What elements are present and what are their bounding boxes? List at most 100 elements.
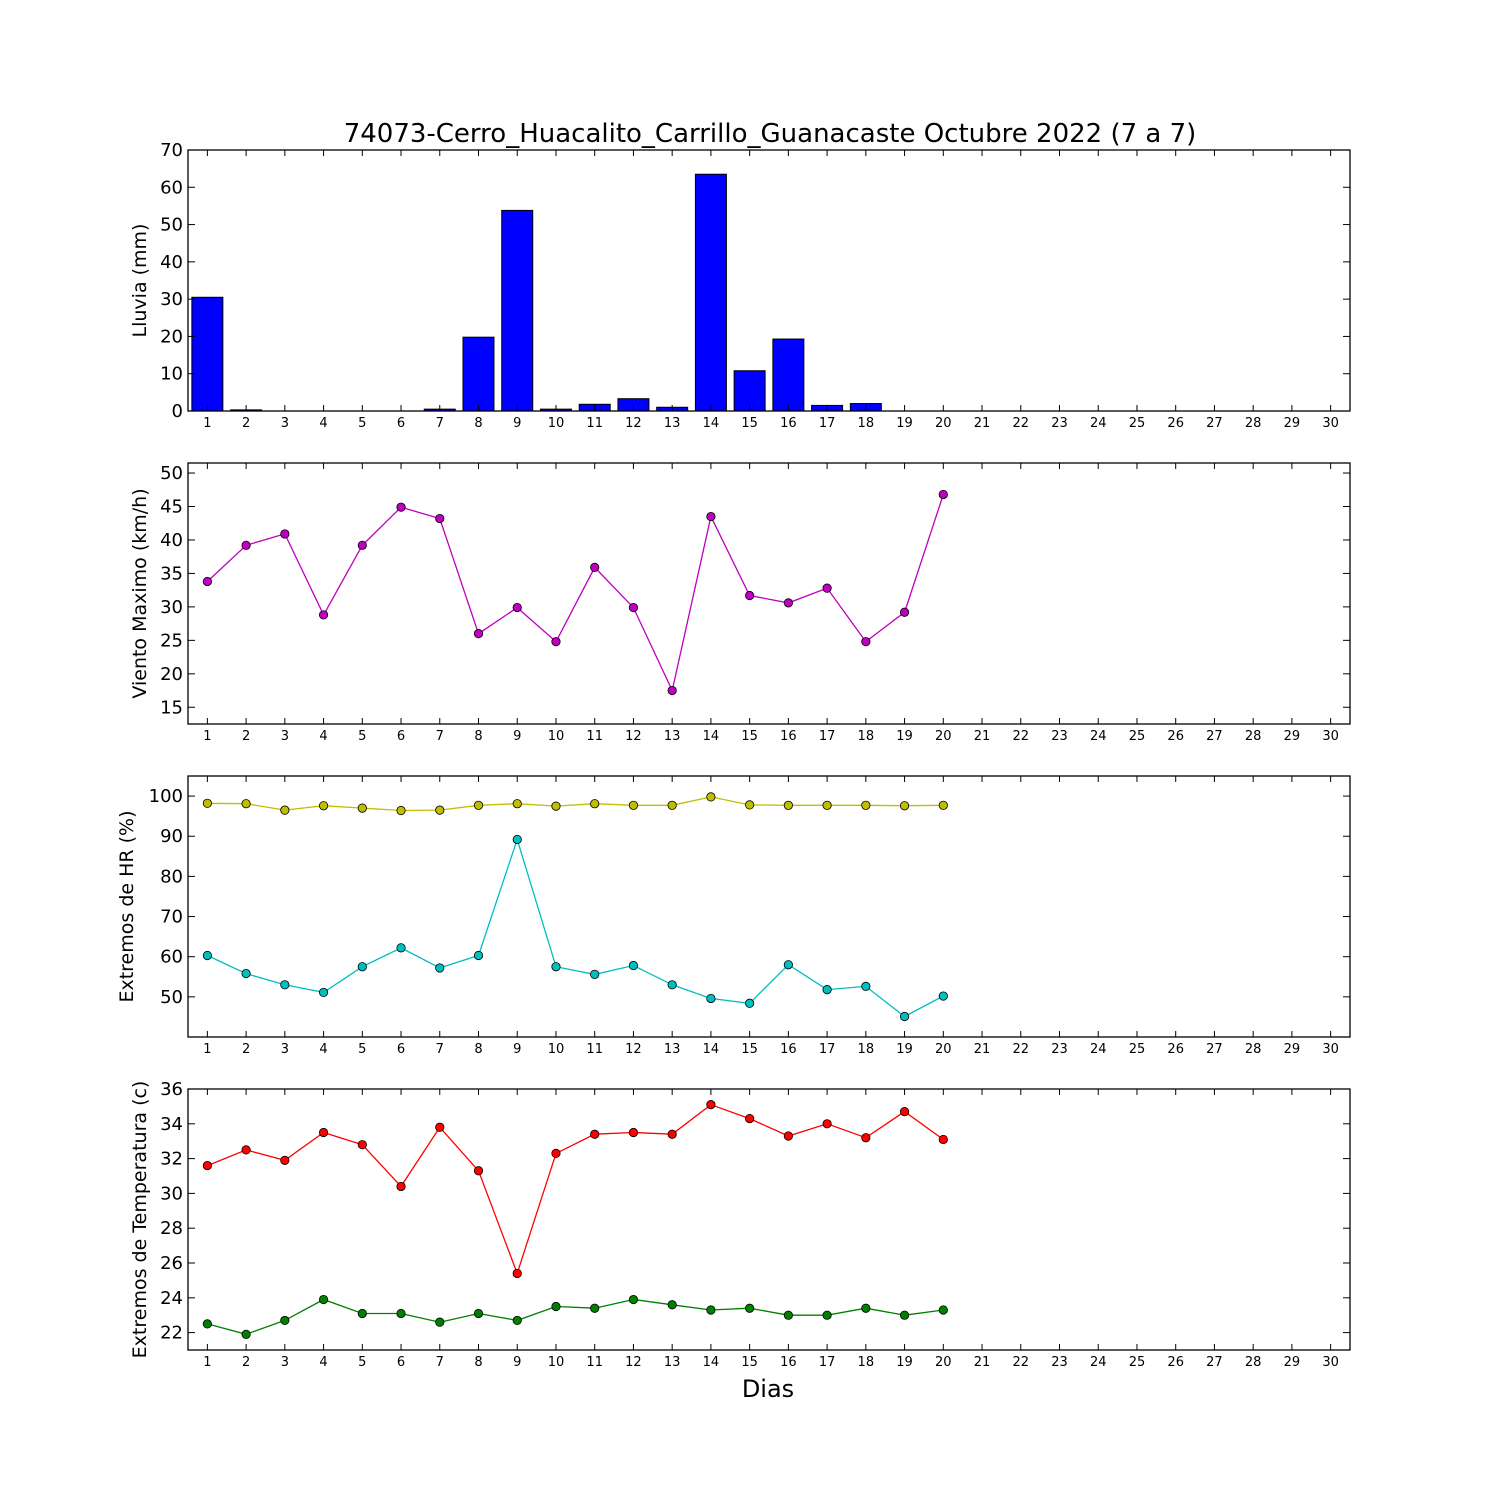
series-1-point-day-12	[628, 602, 639, 613]
x-tick-label: 11	[586, 1042, 603, 1057]
x-tick-label: 30	[1322, 416, 1339, 431]
y-tick-label: 32	[160, 1149, 183, 1170]
series-2-point-day-6	[396, 1308, 406, 1319]
subplot-1: 1 2 3 4 5 6 7 8 9 10 11 12 13 14 15 16 17 18 19 20 21 22 23 24 2…	[129, 140, 1351, 431]
series-1-point-day-13	[667, 800, 677, 810]
y-tick-label: 26	[160, 1253, 183, 1274]
x-tick-label: 2	[242, 1355, 250, 1370]
series-2-point-day-1	[202, 950, 212, 961]
series-2-point-day-12	[628, 1294, 639, 1305]
series-2-point-day-12	[628, 960, 639, 971]
series-1-point-day-20	[938, 1134, 948, 1145]
series-1-point-day-1	[202, 798, 212, 808]
x-tick-label: 16	[780, 1042, 797, 1057]
x-tick-label: 3	[281, 1042, 289, 1057]
x-tick-label: 28	[1245, 1355, 1262, 1370]
series-1-point-day-7	[435, 805, 445, 815]
series-2-line	[207, 1298, 944, 1335]
x-tick-label: 22	[1012, 1355, 1029, 1370]
bar-day-14	[694, 173, 727, 412]
x-tick-label: 10	[548, 1355, 565, 1370]
y-tick-label: 50	[160, 987, 183, 1008]
series-2-point-day-20	[938, 991, 948, 1001]
series-1-point-day-19	[899, 1107, 910, 1117]
x-tick-label: 7	[436, 1042, 444, 1057]
x-tick-label: 30	[1322, 1042, 1339, 1057]
series-2-point-day-5	[357, 962, 367, 972]
series-2-point-day-5	[357, 1308, 367, 1319]
series-1-point-day-15	[745, 800, 755, 810]
x-tick-label: 5	[358, 729, 366, 744]
x-tick-label: 9	[513, 729, 521, 744]
x-tick-label: 22	[1012, 1042, 1029, 1057]
series-2-point-day-10	[551, 962, 561, 972]
x-tick-label: 1	[203, 1355, 211, 1370]
x-tick-label: 26	[1167, 416, 1184, 431]
bar-day-9	[501, 209, 534, 412]
series-1-point-day-15	[745, 1113, 755, 1124]
series-1-point-day-2	[241, 540, 251, 550]
series-1-point-day-8	[473, 800, 484, 810]
y-tick-label: 15	[160, 697, 183, 718]
x-tick-label: 26	[1167, 1042, 1184, 1057]
x-tick-label: 28	[1245, 1042, 1262, 1057]
series-1-point-day-1	[202, 1160, 212, 1171]
series-1-point-day-15	[745, 590, 755, 601]
y-tick-label: 35	[160, 563, 183, 584]
y-tick-label: 80	[160, 866, 183, 887]
x-tick-label: 23	[1051, 1355, 1068, 1370]
y-tick-label: 20	[160, 326, 183, 347]
x-tick-label: 30	[1322, 1355, 1339, 1370]
x-tick-label: 28	[1245, 416, 1262, 431]
x-tick-label: 2	[242, 729, 250, 744]
series-2-point-day-14	[706, 993, 716, 1004]
series-2-line	[207, 837, 944, 1018]
series-1-point-day-14	[706, 792, 716, 802]
x-tick-label: 12	[625, 729, 642, 744]
axes-frame	[187, 149, 1351, 412]
x-tick-label: 4	[319, 416, 327, 431]
series-2-point-day-11	[590, 1303, 600, 1313]
series-1-point-day-6	[396, 1181, 406, 1192]
x-tick-label: 11	[586, 416, 603, 431]
x-tick-label: 8	[474, 1355, 482, 1370]
series-1-point-day-9	[512, 602, 522, 613]
y-tick-label: 10	[160, 364, 183, 385]
series-1-point-day-16	[783, 1131, 793, 1141]
x-tick-label: 12	[625, 1355, 642, 1370]
series-2-point-day-18	[861, 1303, 871, 1313]
series-1-point-day-16	[783, 598, 793, 608]
series-2-point-day-19	[899, 1310, 910, 1320]
x-tick-label: 6	[397, 729, 405, 744]
series-2-point-day-3	[280, 1315, 290, 1326]
series-1-point-day-2	[241, 799, 251, 809]
x-tick-label: 14	[703, 729, 720, 744]
series-1-point-day-5	[357, 540, 367, 550]
series-2-point-day-9	[512, 1315, 522, 1326]
x-tick-label: 3	[281, 416, 289, 431]
x-tick-label: 10	[548, 1042, 565, 1057]
bar-day-15	[733, 370, 766, 412]
bar-day-1	[191, 296, 224, 412]
x-tick-label: 5	[358, 416, 366, 431]
series-1-point-day-17	[822, 1119, 832, 1129]
x-tick-label: 17	[819, 729, 836, 744]
axes-frame	[187, 462, 1351, 725]
series-1-point-day-10	[551, 637, 561, 647]
x-tick-label: 13	[664, 1042, 681, 1057]
x-tick-label: 27	[1206, 416, 1223, 431]
series-2-point-day-20	[938, 1305, 948, 1315]
x-tick-label: 20	[935, 1042, 952, 1057]
y-axis-label: Lluvia (mm)	[129, 224, 151, 338]
y-tick-label: 22	[160, 1323, 183, 1344]
series-1-point-day-8	[473, 629, 484, 639]
x-tick-label: 9	[513, 1042, 521, 1057]
y-tick-label: 70	[160, 907, 183, 928]
x-tick-label: 7	[436, 416, 444, 431]
x-tick-label: 7	[436, 729, 444, 744]
series-2-point-day-16	[783, 1310, 793, 1320]
x-tick-label: 8	[474, 416, 482, 431]
series-1-point-day-2	[241, 1145, 251, 1155]
series-1-point-day-13	[667, 685, 677, 696]
x-tick-label: 11	[586, 1355, 603, 1370]
